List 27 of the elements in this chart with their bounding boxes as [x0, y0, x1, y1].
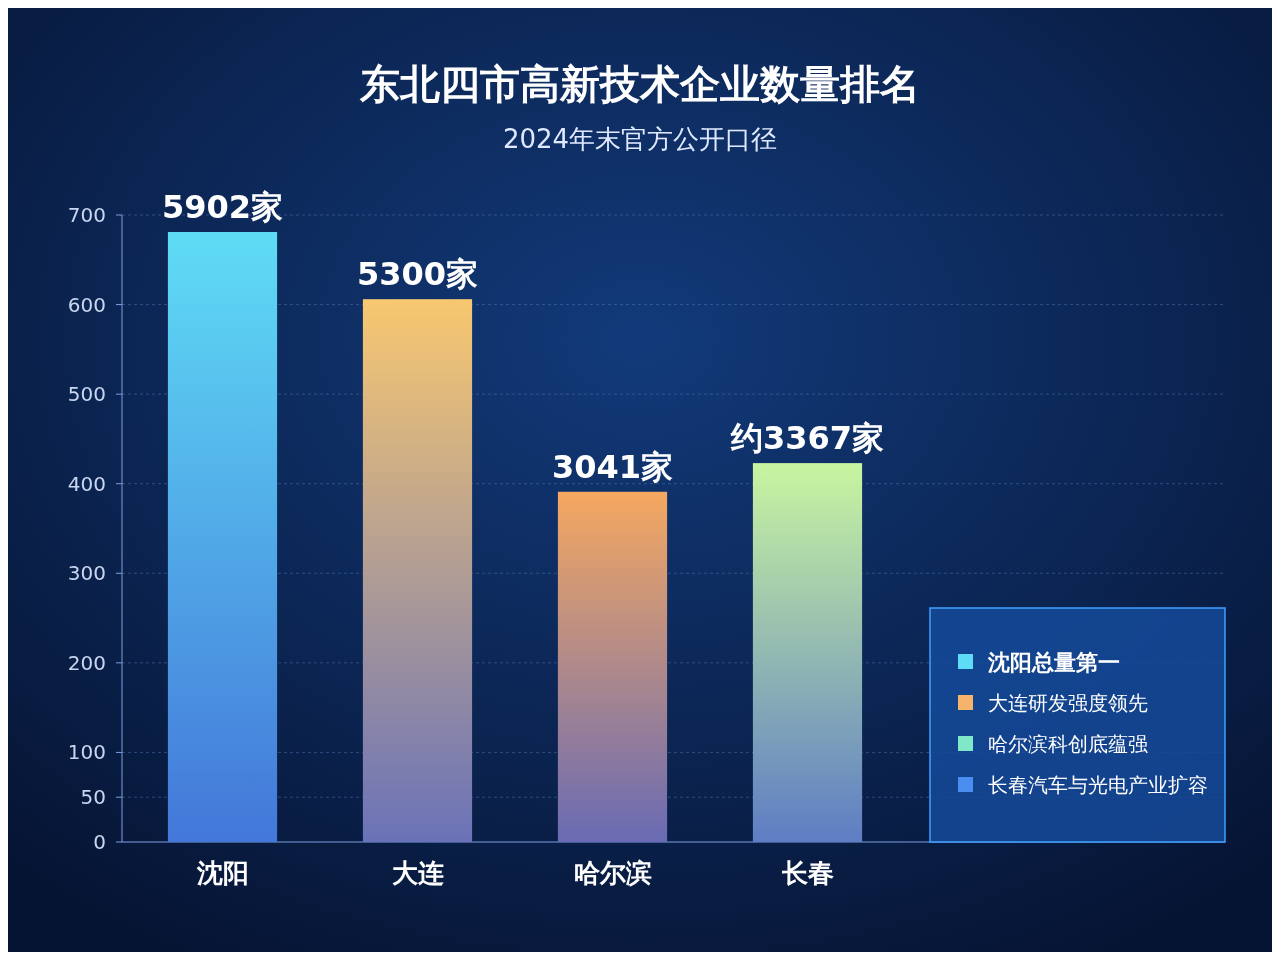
text: 沈阳总量第一: [987, 649, 1120, 675]
bar: [167, 232, 278, 842]
text: 哈尔滨科创底蕴强: [988, 732, 1148, 756]
annotation: 5902家: [161, 188, 284, 227]
x-tick-label: 大连: [391, 858, 444, 888]
annotation: 5300家: [356, 255, 479, 294]
chart-title: 东北四市高新技术企业数量排名: [359, 61, 920, 107]
annotation: 3041家: [551, 447, 674, 486]
y-tick-label: 50: [80, 785, 106, 810]
y-tick-label: 700: [67, 203, 106, 227]
text: 大连研发强度领先: [988, 691, 1148, 715]
y-tick-label: 100: [67, 740, 106, 765]
bar: [557, 491, 668, 842]
y-tick-label: 500: [67, 382, 106, 407]
x-tick-label: 沈阳: [195, 858, 249, 888]
y-tick-label: 200: [67, 650, 106, 675]
x-tick-label: 长春: [780, 858, 834, 888]
y-tick-label: 600: [67, 292, 106, 317]
bar: [362, 299, 473, 842]
y-tick-label: 300: [67, 561, 106, 586]
y-tick-label: 0: [93, 830, 106, 854]
annotation: 约3367家: [729, 419, 885, 458]
chart-subtitle: 2024年末官方公开口径: [502, 124, 778, 154]
y-tick-label: 400: [67, 471, 106, 496]
x-tick-label: 哈尔滨: [573, 858, 652, 888]
bar: [752, 463, 863, 842]
text: 长春汽车与光电产业扩容: [988, 773, 1208, 797]
